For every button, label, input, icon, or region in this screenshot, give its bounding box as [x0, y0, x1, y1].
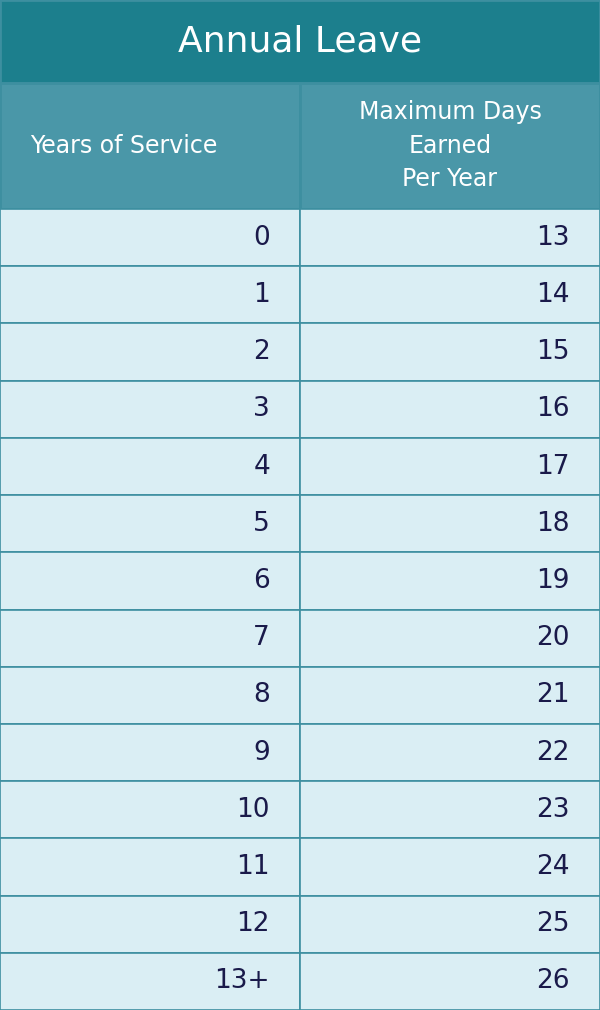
- Text: 7: 7: [253, 625, 270, 651]
- Text: 24: 24: [536, 854, 570, 880]
- Text: 10: 10: [236, 797, 270, 823]
- Text: 1: 1: [253, 282, 270, 308]
- FancyBboxPatch shape: [0, 209, 300, 267]
- FancyBboxPatch shape: [0, 267, 300, 323]
- Text: 9: 9: [253, 739, 270, 766]
- Text: 3: 3: [253, 396, 270, 422]
- FancyBboxPatch shape: [300, 724, 600, 781]
- FancyBboxPatch shape: [0, 552, 300, 609]
- Text: Years of Service: Years of Service: [30, 134, 217, 158]
- Text: 8: 8: [253, 683, 270, 708]
- FancyBboxPatch shape: [0, 838, 300, 896]
- FancyBboxPatch shape: [0, 83, 300, 209]
- FancyBboxPatch shape: [300, 495, 600, 552]
- Text: 15: 15: [536, 339, 570, 365]
- FancyBboxPatch shape: [0, 724, 300, 781]
- Text: Maximum Days
Earned
Per Year: Maximum Days Earned Per Year: [359, 100, 541, 192]
- FancyBboxPatch shape: [0, 0, 600, 83]
- Text: 2: 2: [253, 339, 270, 365]
- Text: 11: 11: [236, 854, 270, 880]
- FancyBboxPatch shape: [0, 609, 300, 667]
- FancyBboxPatch shape: [300, 667, 600, 724]
- Text: 22: 22: [536, 739, 570, 766]
- FancyBboxPatch shape: [0, 667, 300, 724]
- FancyBboxPatch shape: [300, 83, 600, 209]
- Text: 23: 23: [536, 797, 570, 823]
- FancyBboxPatch shape: [300, 838, 600, 896]
- Text: 6: 6: [253, 568, 270, 594]
- FancyBboxPatch shape: [0, 323, 300, 381]
- FancyBboxPatch shape: [0, 952, 300, 1010]
- Text: 4: 4: [253, 453, 270, 480]
- Text: 16: 16: [536, 396, 570, 422]
- FancyBboxPatch shape: [300, 609, 600, 667]
- FancyBboxPatch shape: [300, 209, 600, 267]
- FancyBboxPatch shape: [0, 781, 300, 838]
- FancyBboxPatch shape: [0, 381, 300, 438]
- FancyBboxPatch shape: [300, 323, 600, 381]
- Text: 21: 21: [536, 683, 570, 708]
- Text: 17: 17: [536, 453, 570, 480]
- FancyBboxPatch shape: [300, 438, 600, 495]
- Text: 26: 26: [536, 969, 570, 995]
- FancyBboxPatch shape: [300, 896, 600, 952]
- FancyBboxPatch shape: [0, 438, 300, 495]
- FancyBboxPatch shape: [300, 552, 600, 609]
- Text: 13+: 13+: [215, 969, 270, 995]
- Text: 20: 20: [536, 625, 570, 651]
- Text: 19: 19: [536, 568, 570, 594]
- Text: 12: 12: [236, 911, 270, 937]
- Text: 5: 5: [253, 511, 270, 536]
- Text: 13: 13: [536, 224, 570, 250]
- FancyBboxPatch shape: [300, 381, 600, 438]
- Text: Annual Leave: Annual Leave: [178, 24, 422, 59]
- Text: 14: 14: [536, 282, 570, 308]
- Text: 18: 18: [536, 511, 570, 536]
- Text: 25: 25: [536, 911, 570, 937]
- FancyBboxPatch shape: [0, 495, 300, 552]
- FancyBboxPatch shape: [0, 896, 300, 952]
- FancyBboxPatch shape: [300, 781, 600, 838]
- FancyBboxPatch shape: [300, 952, 600, 1010]
- Text: 0: 0: [253, 224, 270, 250]
- FancyBboxPatch shape: [300, 267, 600, 323]
